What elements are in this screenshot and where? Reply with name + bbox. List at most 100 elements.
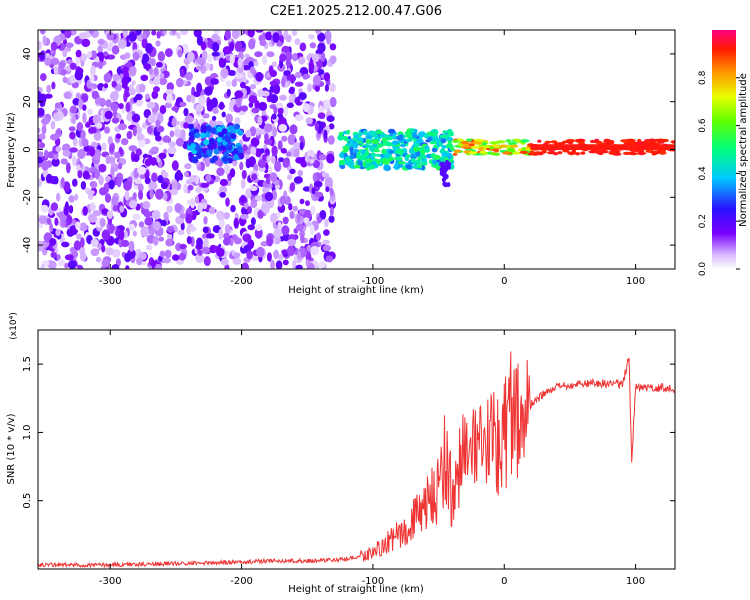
heatmap-cell bbox=[76, 122, 84, 132]
heatmap-cell bbox=[155, 119, 161, 128]
heatmap-cell bbox=[312, 74, 322, 86]
heatmap-cell bbox=[376, 143, 384, 148]
heatmap-cell bbox=[132, 213, 141, 221]
heatmap-cell bbox=[329, 43, 337, 51]
heatmap-cell bbox=[281, 135, 288, 142]
heatmap-cell bbox=[417, 164, 423, 169]
heatmap-cell bbox=[599, 150, 609, 154]
heatmap-cell bbox=[279, 195, 286, 205]
heatmap-cell bbox=[235, 97, 242, 108]
heatmap-cell bbox=[125, 265, 130, 269]
heatmap-cell bbox=[637, 138, 642, 143]
heatmap-cell bbox=[75, 49, 82, 58]
heatmap-cell bbox=[482, 144, 491, 149]
y-tick-label: 1.5 bbox=[22, 356, 33, 372]
heatmap-cell bbox=[111, 45, 120, 55]
heatmap-cell bbox=[329, 96, 337, 108]
heatmap-cell bbox=[272, 237, 277, 244]
heatmap-cell bbox=[60, 219, 66, 228]
heatmap-cell bbox=[237, 57, 243, 68]
heatmap-cell bbox=[328, 215, 335, 223]
heatmap-cell bbox=[148, 181, 158, 191]
colorbar-tick-label: 0.4 bbox=[698, 166, 708, 181]
heatmap-cell bbox=[162, 135, 171, 143]
heatmap-cell bbox=[309, 158, 315, 164]
heatmap-cell bbox=[257, 209, 264, 219]
heatmap-cell bbox=[190, 197, 196, 209]
heatmap-cell bbox=[299, 198, 305, 205]
heatmap-cell bbox=[97, 38, 106, 46]
heatmap-cell bbox=[537, 139, 542, 143]
heatmap-cell bbox=[218, 57, 225, 68]
heatmap-cell bbox=[185, 213, 193, 224]
colorbar-tick-label: 0.2 bbox=[698, 214, 708, 228]
heatmap-cell bbox=[51, 157, 60, 167]
heatmap-cell bbox=[427, 136, 433, 141]
x-tick-label: -100 bbox=[362, 276, 385, 287]
heatmap-cell bbox=[124, 86, 131, 98]
heatmap-cell bbox=[412, 132, 418, 139]
heatmap-cell bbox=[323, 72, 331, 82]
heatmap-cell bbox=[103, 72, 112, 83]
heatmap-cell bbox=[294, 114, 304, 122]
heatmap-cell bbox=[162, 192, 168, 201]
heatmap-cell bbox=[64, 262, 69, 269]
heatmap-cell bbox=[317, 217, 323, 223]
heatmap-cell bbox=[191, 156, 198, 163]
heatmap-cell bbox=[132, 230, 137, 237]
heatmap-cell bbox=[49, 133, 59, 141]
heatmap-cell bbox=[105, 247, 114, 256]
heatmap-cell bbox=[285, 34, 292, 43]
heatmap-cell bbox=[508, 149, 516, 153]
heatmap-cell bbox=[285, 51, 293, 62]
heatmap-cell bbox=[189, 226, 197, 232]
heatmap-cell bbox=[255, 71, 264, 82]
heatmap-cell bbox=[125, 102, 131, 112]
heatmap-cell bbox=[119, 73, 124, 79]
heatmap-cell bbox=[561, 140, 567, 144]
heatmap-cell bbox=[187, 184, 194, 191]
heatmap-cell bbox=[275, 260, 283, 269]
heatmap-cell bbox=[53, 112, 60, 122]
heatmap-cell bbox=[120, 239, 130, 248]
heatmap-cell bbox=[211, 33, 220, 42]
heatmap-cell bbox=[177, 49, 183, 58]
heatmap-cell bbox=[323, 129, 328, 140]
heatmap-cell bbox=[167, 146, 177, 155]
heatmap-cell bbox=[249, 185, 258, 192]
heatmap-cell bbox=[231, 30, 240, 40]
heatmap-cell bbox=[183, 107, 189, 117]
heatmap-cell bbox=[565, 139, 576, 143]
heatmap-cell bbox=[259, 148, 265, 154]
heatmap-cell bbox=[155, 188, 164, 200]
heatmap-cell bbox=[128, 223, 135, 231]
heatmap-cell bbox=[242, 233, 252, 243]
heatmap-cell bbox=[194, 132, 201, 139]
heatmap-cell bbox=[256, 246, 265, 258]
heatmap-cell bbox=[91, 90, 99, 100]
heatmap-cell bbox=[48, 260, 57, 269]
heatmap-cell bbox=[218, 228, 224, 240]
heatmap-cell bbox=[225, 197, 230, 207]
snr-y-axis: 0.5 1.0 1.5 bbox=[22, 356, 675, 509]
heatmap-cell bbox=[110, 166, 115, 176]
heatmap-cell bbox=[302, 103, 310, 113]
heatmap-cell bbox=[129, 66, 137, 75]
heatmap-cell bbox=[90, 65, 96, 76]
heatmap-cell bbox=[576, 139, 583, 143]
heatmap-cell bbox=[156, 31, 161, 39]
heatmap-cell bbox=[285, 58, 291, 68]
heatmap-cell bbox=[346, 160, 355, 168]
heatmap-cell bbox=[287, 245, 295, 256]
heatmap-cell bbox=[72, 155, 77, 167]
heatmap-cell bbox=[371, 139, 380, 145]
y-tick-label: -20 bbox=[22, 189, 33, 205]
heatmap-cell bbox=[424, 145, 430, 150]
heatmap-cell bbox=[80, 53, 88, 62]
heatmap-cell bbox=[276, 41, 283, 47]
heatmap-cell bbox=[184, 163, 192, 170]
snr-ylabel: SNR (10 * v/v) bbox=[6, 413, 17, 484]
heatmap-cell bbox=[56, 128, 62, 135]
colorbar-ticks: 0.0 0.2 0.4 0.6 0.8 bbox=[698, 70, 740, 276]
heatmap-cell bbox=[225, 80, 232, 87]
